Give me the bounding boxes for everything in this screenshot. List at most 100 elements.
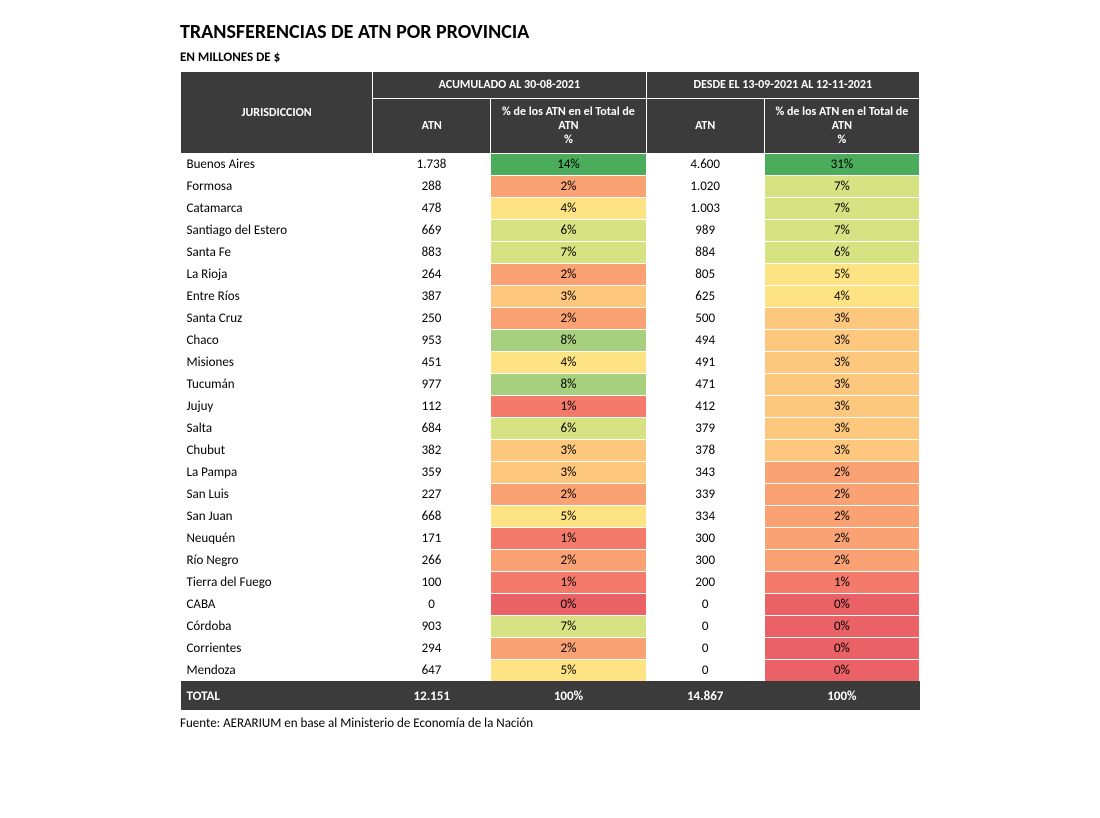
cell-atn2: 805 <box>646 264 764 286</box>
cell-jurisdiccion: Entre Ríos <box>181 286 373 308</box>
table-row: Santa Cruz2502%5003% <box>181 308 920 330</box>
cell-atn1: 1.738 <box>373 154 491 176</box>
cell-pct1: 3% <box>491 462 646 484</box>
cell-jurisdiccion: Córdoba <box>181 616 373 638</box>
cell-jurisdiccion: Salta <box>181 418 373 440</box>
cell-pct2: 3% <box>764 396 919 418</box>
cell-atn1: 294 <box>373 638 491 660</box>
cell-pct2: 3% <box>764 308 919 330</box>
table-row: Río Negro2662%3002% <box>181 550 920 572</box>
cell-atn1: 451 <box>373 352 491 374</box>
cell-atn2: 334 <box>646 506 764 528</box>
cell-jurisdiccion: Río Negro <box>181 550 373 572</box>
cell-atn1: 100 <box>373 572 491 594</box>
page: TRANSFERENCIAS DE ATN POR PROVINCIA EN M… <box>0 0 1100 771</box>
cell-jurisdiccion: Misiones <box>181 352 373 374</box>
table-row: CABA00%00% <box>181 594 920 616</box>
col-header-pct1: % de los ATN en el Total de ATN % <box>491 99 646 154</box>
col-header-pct2: % de los ATN en el Total de ATN % <box>764 99 919 154</box>
cell-pct1: 2% <box>491 308 646 330</box>
cell-atn1: 883 <box>373 242 491 264</box>
cell-atn1: 387 <box>373 286 491 308</box>
cell-pct1: 6% <box>491 220 646 242</box>
cell-atn2: 0 <box>646 660 764 682</box>
cell-jurisdiccion: La Pampa <box>181 462 373 484</box>
cell-pct1: 4% <box>491 198 646 220</box>
cell-pct1: 7% <box>491 616 646 638</box>
cell-pct1: 7% <box>491 242 646 264</box>
total-pct1: 100% <box>491 682 646 710</box>
cell-pct2: 7% <box>764 176 919 198</box>
cell-atn2: 494 <box>646 330 764 352</box>
cell-pct2: 0% <box>764 616 919 638</box>
cell-atn2: 1.003 <box>646 198 764 220</box>
cell-pct1: 0% <box>491 594 646 616</box>
table-row: San Luis2272%3392% <box>181 484 920 506</box>
cell-atn1: 669 <box>373 220 491 242</box>
cell-jurisdiccion: Catamarca <box>181 198 373 220</box>
cell-atn1: 953 <box>373 330 491 352</box>
col-header-atn2: ATN <box>646 99 764 154</box>
table-footer: TOTAL 12.151 100% 14.867 100% <box>181 682 920 710</box>
total-atn2: 14.867 <box>646 682 764 710</box>
table-row: Córdoba9037%00% <box>181 616 920 638</box>
cell-pct1: 5% <box>491 506 646 528</box>
cell-atn1: 250 <box>373 308 491 330</box>
table-row: La Pampa3593%3432% <box>181 462 920 484</box>
cell-atn1: 112 <box>373 396 491 418</box>
cell-atn2: 471 <box>646 374 764 396</box>
cell-atn2: 491 <box>646 352 764 374</box>
cell-atn1: 382 <box>373 440 491 462</box>
cell-pct2: 2% <box>764 550 919 572</box>
cell-atn1: 359 <box>373 462 491 484</box>
cell-atn2: 379 <box>646 418 764 440</box>
table-row: Mendoza6475%00% <box>181 660 920 682</box>
cell-atn1: 266 <box>373 550 491 572</box>
col-header-atn1: ATN <box>373 99 491 154</box>
cell-atn1: 0 <box>373 594 491 616</box>
cell-pct1: 1% <box>491 396 646 418</box>
total-pct2: 100% <box>764 682 919 710</box>
cell-pct2: 7% <box>764 198 919 220</box>
cell-jurisdiccion: Santiago del Estero <box>181 220 373 242</box>
table-row: Salta6846%3793% <box>181 418 920 440</box>
cell-pct2: 3% <box>764 330 919 352</box>
cell-jurisdiccion: Chaco <box>181 330 373 352</box>
cell-jurisdiccion: Tucumán <box>181 374 373 396</box>
table-row: La Rioja2642%8055% <box>181 264 920 286</box>
table-row: Chaco9538%4943% <box>181 330 920 352</box>
table-header: JURISDICCION ACUMULADO AL 30-08-2021 DES… <box>181 72 920 154</box>
cell-jurisdiccion: Mendoza <box>181 660 373 682</box>
cell-jurisdiccion: San Juan <box>181 506 373 528</box>
cell-atn2: 378 <box>646 440 764 462</box>
table-row: San Juan6685%3342% <box>181 506 920 528</box>
cell-pct2: 0% <box>764 594 919 616</box>
col-header-period2: DESDE EL 13-09-2021 AL 12-11-2021 <box>646 72 919 99</box>
cell-atn1: 264 <box>373 264 491 286</box>
cell-atn2: 500 <box>646 308 764 330</box>
cell-atn2: 343 <box>646 462 764 484</box>
cell-atn1: 288 <box>373 176 491 198</box>
cell-jurisdiccion: CABA <box>181 594 373 616</box>
cell-jurisdiccion: Buenos Aires <box>181 154 373 176</box>
cell-pct1: 2% <box>491 264 646 286</box>
cell-atn2: 4.600 <box>646 154 764 176</box>
cell-jurisdiccion: Santa Fe <box>181 242 373 264</box>
table-row: Chubut3823%3783% <box>181 440 920 462</box>
cell-pct2: 3% <box>764 374 919 396</box>
cell-pct2: 0% <box>764 638 919 660</box>
cell-atn1: 227 <box>373 484 491 506</box>
table-row: Neuquén1711%3002% <box>181 528 920 550</box>
cell-atn1: 171 <box>373 528 491 550</box>
table-row: Catamarca4784%1.0037% <box>181 198 920 220</box>
page-subtitle: EN MILLONES DE $ <box>180 50 920 65</box>
cell-pct1: 1% <box>491 572 646 594</box>
table-row: Misiones4514%4913% <box>181 352 920 374</box>
cell-jurisdiccion: Tierra del Fuego <box>181 572 373 594</box>
source-note: Fuente: AERARIUM en base al Ministerio d… <box>180 716 920 731</box>
cell-atn1: 684 <box>373 418 491 440</box>
cell-pct2: 3% <box>764 440 919 462</box>
total-atn1: 12.151 <box>373 682 491 710</box>
page-title: TRANSFERENCIAS DE ATN POR PROVINCIA <box>180 20 920 44</box>
cell-atn2: 0 <box>646 616 764 638</box>
